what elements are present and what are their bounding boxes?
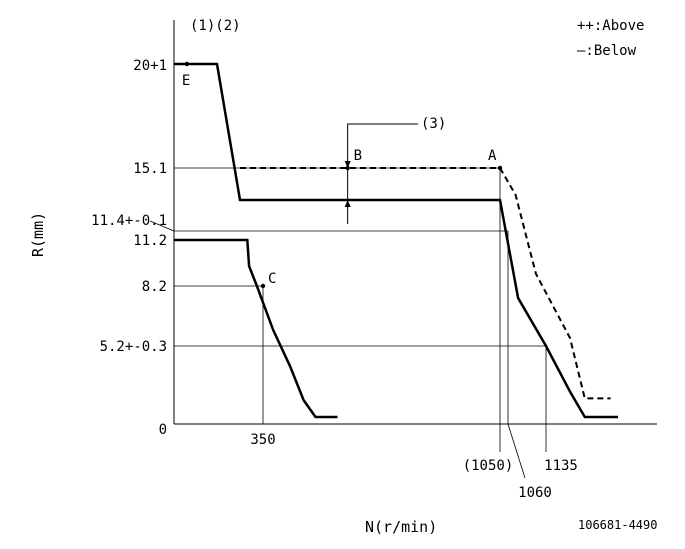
y-tick-label-7: 20+1 xyxy=(133,58,167,74)
y-tick-label-2: 5.2+-0.3 xyxy=(100,339,167,355)
guide-lines xyxy=(149,167,547,479)
leader-line-1060 xyxy=(507,423,526,479)
callout-3-leader xyxy=(347,123,418,160)
callouts: (3) xyxy=(344,116,446,224)
callout-arrow-up xyxy=(344,200,351,207)
point-marker-b xyxy=(345,165,350,171)
point-label-e: E xyxy=(182,73,190,89)
point-label-b: B xyxy=(354,148,362,164)
legend-below: —:Below xyxy=(577,43,637,59)
y-tick-label-1: 0 xyxy=(159,422,167,438)
y-axis-title: R(mm) xyxy=(29,212,47,257)
legend-above: ++:Above xyxy=(577,18,644,34)
x-tick-label-3: 1060 xyxy=(518,485,552,501)
point-marker-a xyxy=(497,165,503,171)
labels: E A B C 0 5.2+-0.3 8.2 11.2 11.4+-0.1 15.1 20+1 350… xyxy=(91,58,578,501)
point-label-c: C xyxy=(268,271,276,287)
series-group xyxy=(174,62,618,419)
leader-line-11-4 xyxy=(149,220,175,232)
chart-header-label: (1)(2) xyxy=(190,18,241,34)
axes xyxy=(173,20,657,425)
x-tick-label-4: 1135 xyxy=(544,458,578,474)
point-marker-e xyxy=(184,61,190,67)
y-tick-label-3: 8.2 xyxy=(142,279,167,295)
series-line-1 xyxy=(174,62,618,419)
y-tick-label-4: 11.2 xyxy=(133,233,167,249)
y-tick-label-5: 11.4+-0.1 xyxy=(91,213,167,229)
figure-code: 106681-4490 xyxy=(578,518,657,532)
x-tick-label-1: 350 xyxy=(250,432,275,448)
callout-arrow-down xyxy=(344,161,351,168)
x-axis-title: N(r/min) xyxy=(365,518,437,536)
y-tick-label-6: 15.1 xyxy=(133,161,167,177)
callout-3-label: (3) xyxy=(421,116,446,132)
series-line-3 xyxy=(174,238,338,419)
point-label-a: A xyxy=(488,148,497,164)
point-marker-c xyxy=(260,283,266,289)
x-tick-label-2: (1050) xyxy=(463,458,514,474)
